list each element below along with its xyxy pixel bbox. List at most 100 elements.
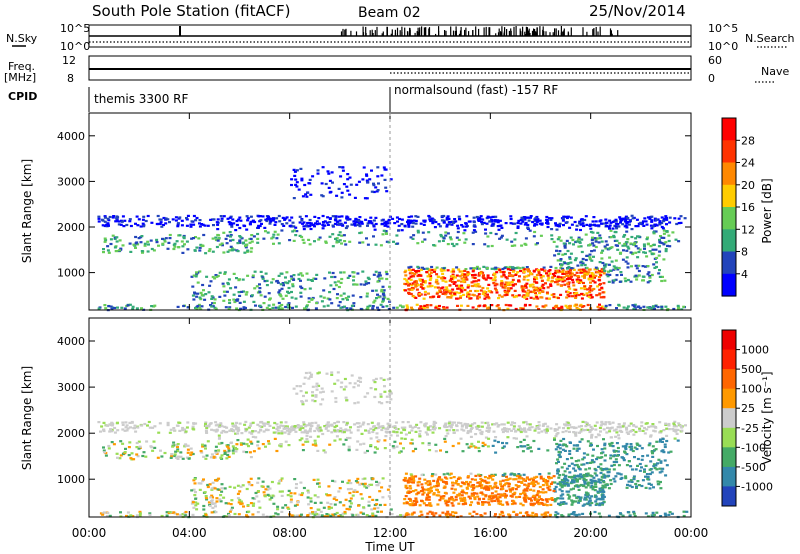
power-cell: [271, 219, 275, 222]
power-cell: [421, 266, 424, 269]
power-cell: [250, 234, 254, 237]
power-cell: [244, 239, 248, 242]
velocity-cell: [519, 427, 522, 430]
velocity-cell: [279, 445, 283, 448]
velocity-cell: [315, 427, 319, 430]
power-cell: [258, 283, 261, 286]
velocity-cell: [116, 429, 120, 432]
power-cell: [598, 292, 602, 295]
velocity-cell: [578, 499, 582, 502]
velocity-cell: [229, 503, 233, 506]
power-cell: [113, 306, 116, 310]
power-cell: [379, 244, 383, 247]
velocity-cell: [250, 442, 254, 445]
velocity-cell: [573, 474, 577, 477]
velocity-cell: [504, 427, 508, 430]
velocity-cell: [257, 477, 261, 480]
power-cell: [575, 306, 579, 309]
power-cell: [146, 214, 150, 218]
power-cell: [445, 223, 449, 226]
power-cell: [293, 174, 297, 177]
velocity-cell: [204, 457, 208, 460]
power-cell: [216, 223, 220, 226]
velocity-cell: [356, 426, 360, 429]
velocity-cell: [238, 422, 242, 425]
power-cell: [372, 182, 375, 185]
velocity-cell: [513, 422, 517, 425]
velocity-cell: [504, 479, 508, 482]
power-cell: [419, 305, 423, 308]
velocity-cell: [588, 504, 592, 507]
power-cell: [351, 294, 355, 297]
power-cell: [578, 220, 582, 223]
power-cell: [358, 216, 362, 219]
velocity-cell: [562, 443, 566, 446]
power-cell: [380, 174, 384, 177]
power-cell: [316, 172, 320, 175]
velocity-cell: [179, 451, 183, 454]
power-cell: [118, 249, 121, 252]
velocity-cell: [502, 445, 506, 448]
velocity-cell: [554, 498, 558, 501]
velocity-cell: [465, 480, 468, 484]
velocity-cell: [357, 422, 361, 425]
power-cell: [164, 222, 168, 225]
velocity-cell: [347, 479, 351, 482]
power-cell: [337, 233, 341, 237]
velocity-cell: [600, 448, 604, 451]
power-cell: [274, 221, 278, 224]
power-cell: [368, 221, 372, 224]
velocity-cell: [349, 431, 353, 434]
nsky-label: N.Sky: [6, 32, 38, 45]
velocity-cell: [313, 429, 317, 433]
frequency-panel: 12 8 60 0: [62, 41, 722, 85]
velocity-cell: [466, 482, 470, 485]
power-cell: [140, 307, 143, 310]
power-cell: [411, 274, 415, 277]
power-cell: [477, 274, 481, 277]
velocity-cell: [626, 432, 630, 435]
power-cell: [483, 294, 487, 297]
power-cell: [228, 249, 232, 252]
power-cell: [236, 250, 240, 253]
velocity-cell: [262, 491, 266, 494]
velocity-cell: [158, 422, 162, 425]
velocity-cell: [493, 473, 497, 476]
velocity-cell: [601, 502, 605, 505]
velocity-cell: [475, 485, 479, 488]
power-cell: [376, 166, 380, 169]
power-cell: [484, 228, 487, 231]
velocity-cell: [289, 492, 293, 495]
velocity-cell: [338, 438, 342, 441]
velocity-cell: [246, 438, 250, 441]
power-cell: [534, 287, 538, 290]
velocity-cell: [356, 477, 360, 480]
power-cell: [655, 218, 658, 221]
velocity-cell: [676, 439, 680, 442]
power-cell: [199, 298, 203, 301]
velocity-cell: [406, 421, 410, 424]
velocity-cell: [480, 479, 484, 482]
power-cell: [241, 242, 245, 245]
power-cell: [624, 280, 628, 283]
nave-label: Nave: [761, 65, 789, 78]
velocity-cell: [408, 424, 412, 427]
velocity-cell: [300, 437, 304, 440]
power-cell: [552, 240, 556, 243]
velocity-cell: [476, 424, 480, 428]
power-cell: [393, 222, 397, 225]
velocity-cell: [287, 507, 291, 510]
velocity-cell: [493, 485, 497, 488]
velocity-cell: [191, 452, 195, 456]
power-cell: [168, 233, 172, 237]
velocity-cell: [553, 488, 557, 491]
velocity-cell: [338, 501, 342, 504]
velocity-cell: [403, 498, 407, 501]
velocity-cell: [465, 426, 468, 429]
power-cell: [284, 217, 288, 220]
power-cell: [326, 304, 330, 307]
velocity-cell: [210, 488, 214, 491]
velocity-cell: [522, 473, 526, 476]
power-cell: [626, 238, 630, 241]
velocity-cell: [458, 492, 462, 495]
